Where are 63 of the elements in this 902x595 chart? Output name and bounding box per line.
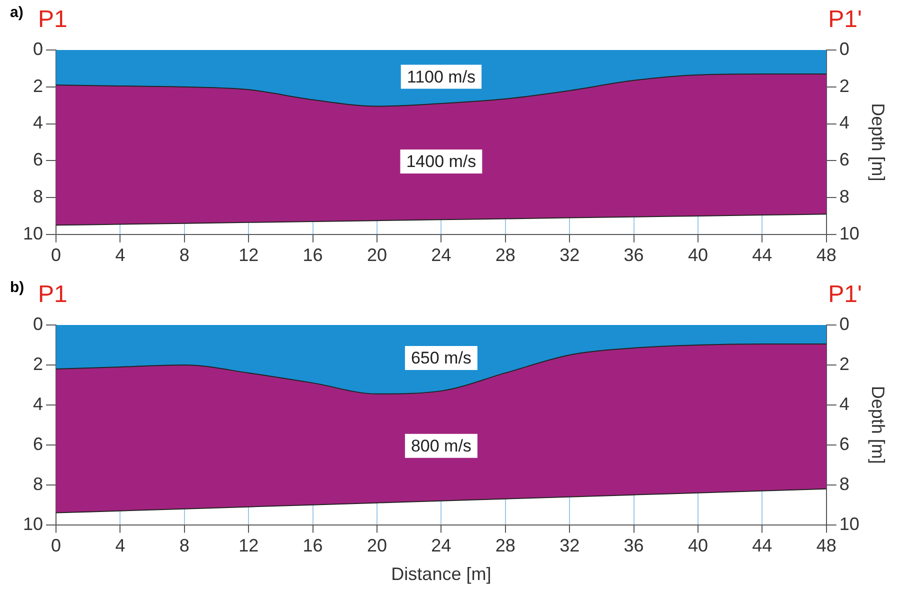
series-label: 1400 m/s [406,152,476,172]
y-tick-label: 0 [33,314,44,334]
x-tick-label: 24 [431,245,452,266]
y2-tick-label: 8 [839,474,850,494]
x-tick-label: 44 [752,245,772,266]
x-tick-label: 0 [51,536,62,556]
series-label: 800 m/s [410,436,472,456]
x-tick-label: 32 [560,245,580,266]
x-tick-label: 48 [816,536,836,556]
y-tick-label: 6 [33,434,44,454]
x-tick-label: 28 [495,536,516,556]
y2-tick-label: 8 [839,186,850,206]
y2-tick-label: 10 [839,223,860,244]
y-tick-label: 10 [22,514,44,534]
series-label: 650 m/s [410,348,472,368]
y-tick-label: 2 [33,354,44,374]
x-tick-label: 8 [179,536,190,556]
y2-axis-title: Depth [m] [868,386,888,464]
x-tick-label: 24 [431,536,452,556]
x-tick-label: 44 [752,536,772,556]
x-tick-label: 16 [302,536,323,556]
x-tick-label: 20 [366,245,388,266]
y-tick-label: 4 [33,394,44,414]
x-tick-label: 12 [238,536,259,556]
x-tick-label: 8 [179,245,190,266]
x-tick-label: 48 [816,245,836,266]
y2-tick-label: 6 [839,434,850,454]
x-tick-label: 28 [495,245,516,266]
y2-tick-label: 0 [839,314,850,334]
x-axis-title: Distance [m] [391,564,492,584]
x-tick-label: 0 [51,245,62,266]
chart-title: b) [10,279,24,296]
y2-tick-label: 4 [839,112,850,133]
y-tick-label: 6 [33,150,44,170]
chart-title: a) [10,4,24,21]
x-tick-label: 16 [302,245,323,266]
series-label: 1100 m/s [406,67,476,86]
x-tick-label: 36 [624,245,644,266]
x-tick-label: 12 [238,245,259,266]
x-tick-label: 36 [624,536,644,556]
text: P1' [828,6,862,34]
y-tick-label: 0 [33,38,44,59]
y-tick-label: 4 [33,112,44,133]
y2-tick-label: 0 [839,38,850,59]
y2-tick-label: 10 [839,514,860,534]
y2-tick-label: 6 [839,150,850,170]
text: P1 [38,6,68,34]
text: P1 [38,281,68,309]
x-tick-label: 4 [115,536,126,556]
x-tick-label: 20 [366,536,388,556]
y2-tick-label: 2 [839,354,850,374]
y2-tick-label: 4 [839,394,850,414]
x-tick-label: 32 [560,536,580,556]
x-tick-label: 40 [688,245,708,266]
x-tick-label: 4 [115,245,126,266]
x-tick-label: 40 [688,536,708,556]
y-tick-label: 2 [33,76,44,96]
y2-axis-title: Depth [m] [868,103,888,182]
y-tick-label: 10 [22,223,44,244]
y-tick-label: 8 [33,474,44,494]
y-tick-label: 8 [33,186,44,206]
y2-tick-label: 2 [839,76,850,96]
text: P1' [828,281,862,309]
